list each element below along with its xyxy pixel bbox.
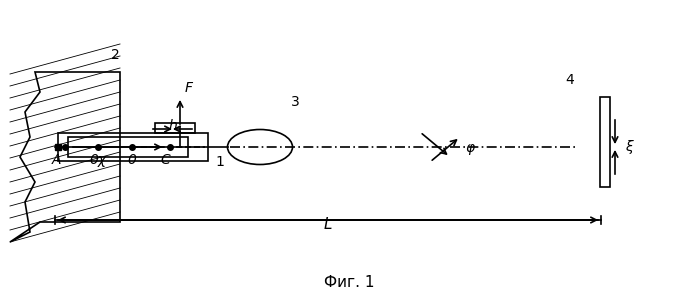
Text: A: A — [51, 153, 61, 167]
Text: Фиг. 1: Фиг. 1 — [324, 275, 374, 290]
Text: 4: 4 — [565, 73, 574, 87]
Text: φ: φ — [466, 141, 475, 155]
Bar — [58, 133, 208, 161]
Text: 3: 3 — [290, 95, 299, 109]
Text: C: C — [160, 153, 170, 167]
Text: L: L — [324, 217, 332, 232]
Text: 2: 2 — [110, 48, 119, 62]
Text: 0χ: 0χ — [89, 153, 107, 167]
Bar — [68, 137, 188, 157]
Bar — [155, 123, 195, 133]
Text: ξ: ξ — [625, 140, 633, 154]
Text: h: h — [169, 119, 177, 133]
Text: 0: 0 — [128, 153, 136, 167]
Text: 1: 1 — [216, 155, 225, 169]
Bar — [600, 97, 610, 187]
Text: F: F — [185, 81, 193, 95]
